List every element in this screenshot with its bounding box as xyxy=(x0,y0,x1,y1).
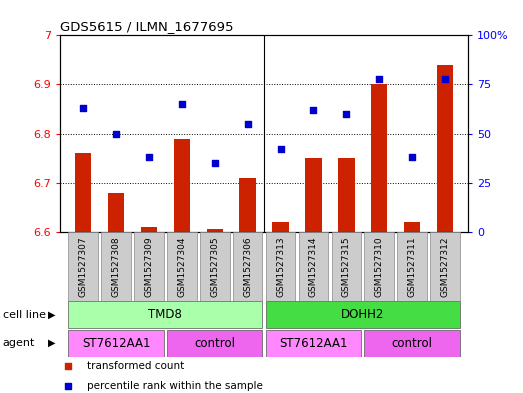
Bar xyxy=(233,232,263,301)
Text: GSM1527309: GSM1527309 xyxy=(144,236,153,297)
Text: GSM1527315: GSM1527315 xyxy=(342,236,351,297)
Text: GSM1527308: GSM1527308 xyxy=(111,236,121,297)
Bar xyxy=(69,232,98,301)
Text: GSM1527311: GSM1527311 xyxy=(407,236,417,297)
Text: ST7612AA1: ST7612AA1 xyxy=(82,336,150,350)
Bar xyxy=(365,329,460,357)
Bar xyxy=(240,178,256,232)
Text: GSM1527313: GSM1527313 xyxy=(276,236,285,297)
Bar xyxy=(397,232,427,301)
Text: GSM1527304: GSM1527304 xyxy=(177,236,186,296)
Text: transformed count: transformed count xyxy=(87,361,184,371)
Point xyxy=(342,111,350,117)
Bar xyxy=(371,84,388,232)
Text: GDS5615 / ILMN_1677695: GDS5615 / ILMN_1677695 xyxy=(60,20,234,33)
Bar xyxy=(404,222,420,232)
Text: percentile rank within the sample: percentile rank within the sample xyxy=(87,380,263,391)
Point xyxy=(276,146,285,152)
Point xyxy=(408,154,416,160)
Bar xyxy=(299,232,328,301)
Bar xyxy=(272,222,289,232)
Point xyxy=(375,75,383,82)
Text: GSM1527310: GSM1527310 xyxy=(375,236,384,297)
Bar xyxy=(430,232,460,301)
Point xyxy=(309,107,317,113)
Bar xyxy=(365,232,394,301)
Bar xyxy=(141,227,157,232)
Text: TMD8: TMD8 xyxy=(149,308,183,321)
Bar xyxy=(174,139,190,232)
Bar xyxy=(167,329,263,357)
Point xyxy=(244,121,252,127)
Bar xyxy=(207,230,223,232)
Point xyxy=(334,130,343,137)
Text: GSM1527312: GSM1527312 xyxy=(440,236,450,296)
Point xyxy=(211,160,219,166)
Text: ▶: ▶ xyxy=(48,338,55,348)
Bar xyxy=(69,329,164,357)
Text: GSM1527314: GSM1527314 xyxy=(309,236,318,296)
Point xyxy=(112,130,120,137)
Point xyxy=(334,307,343,314)
Bar xyxy=(69,301,263,329)
Text: ▶: ▶ xyxy=(48,310,55,320)
Bar xyxy=(200,232,230,301)
Text: cell line: cell line xyxy=(3,310,46,320)
Text: control: control xyxy=(392,336,433,350)
Text: agent: agent xyxy=(3,338,35,348)
Bar xyxy=(305,158,322,232)
Text: GSM1527307: GSM1527307 xyxy=(78,236,88,297)
Text: GSM1527306: GSM1527306 xyxy=(243,236,252,297)
Text: control: control xyxy=(194,336,235,350)
Text: ST7612AA1: ST7612AA1 xyxy=(279,336,348,350)
Text: DOHH2: DOHH2 xyxy=(341,308,384,321)
Bar xyxy=(338,158,355,232)
Bar xyxy=(75,153,92,232)
Bar xyxy=(266,329,361,357)
Point xyxy=(79,105,87,111)
Bar xyxy=(108,193,124,232)
Text: GSM1527305: GSM1527305 xyxy=(210,236,219,297)
Point xyxy=(441,75,449,82)
Bar xyxy=(332,232,361,301)
Bar xyxy=(134,232,164,301)
Bar xyxy=(101,232,131,301)
Bar xyxy=(167,232,197,301)
Bar xyxy=(266,301,460,329)
Bar xyxy=(266,232,295,301)
Bar xyxy=(437,65,453,232)
Point xyxy=(145,154,153,160)
Point xyxy=(178,101,186,107)
